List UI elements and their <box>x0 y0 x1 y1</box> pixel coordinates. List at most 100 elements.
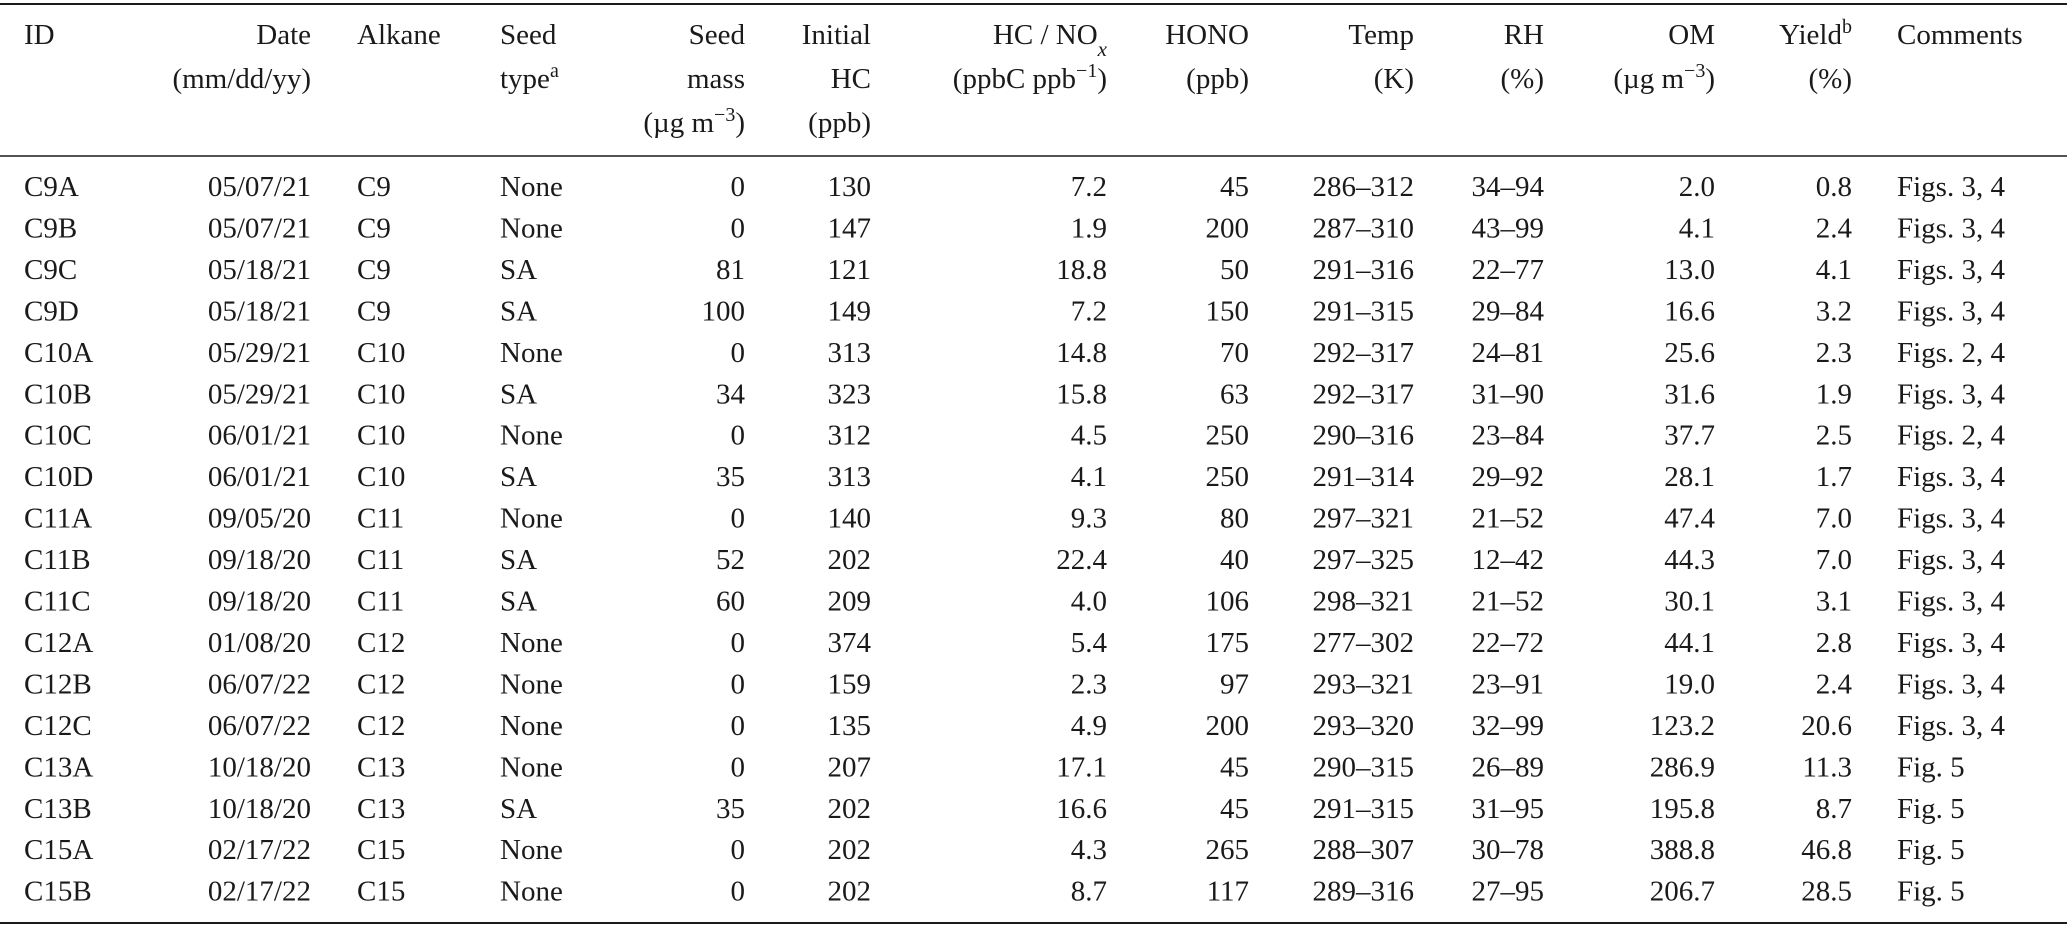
table-cell: 4.1 <box>1071 461 1107 493</box>
table-cell: Figs. 3, 4 <box>1897 171 2005 203</box>
table-cell: 0 <box>731 668 746 700</box>
table-cell: 250 <box>1206 420 1250 452</box>
table-cell: 05/07/21 <box>208 171 311 203</box>
table-cell: 0 <box>731 876 746 908</box>
table-cell: 47.4 <box>1664 503 1715 535</box>
table-cell: C9 <box>357 295 391 327</box>
header-text: Date <box>256 19 311 51</box>
table-cell: 313 <box>828 337 872 369</box>
table-cell: 150 <box>1206 295 1250 327</box>
table-cell: 374 <box>828 627 872 659</box>
header-text: HC / NO <box>993 19 1098 51</box>
table-cell: SA <box>500 254 537 286</box>
table-cell: 9.3 <box>1071 503 1107 535</box>
table-cell: C12B <box>24 668 92 700</box>
header-text: (ppb) <box>1186 63 1249 95</box>
table-cell: 388.8 <box>1650 834 1715 866</box>
table-cell: 7.0 <box>1816 503 1852 535</box>
table-cell: None <box>500 668 563 700</box>
table-cell: C9 <box>357 212 391 244</box>
table-cell: C13 <box>357 793 405 825</box>
table-cell: C15 <box>357 834 405 866</box>
table-cell: SA <box>500 586 537 618</box>
header-text: b <box>1842 16 1852 38</box>
table-cell: SA <box>500 295 537 327</box>
table-cell: Figs. 3, 4 <box>1897 378 2005 410</box>
table-cell: Figs. 3, 4 <box>1897 503 2005 535</box>
header-cell: (ppbC ppb−1) <box>953 60 1107 95</box>
header-cell: typea <box>500 60 559 95</box>
table-cell: 265 <box>1206 834 1250 866</box>
header-text: Alkane <box>357 19 441 51</box>
table-cell: C9D <box>24 295 79 327</box>
table-cell: 207 <box>828 751 872 783</box>
table-cell: 291–315 <box>1313 295 1415 327</box>
table-cell: 44.3 <box>1664 544 1715 576</box>
table-cell: 20.6 <box>1801 710 1852 742</box>
table-cell: 06/01/21 <box>208 420 311 452</box>
table-cell: 80 <box>1220 503 1249 535</box>
table-cell: 2.3 <box>1816 337 1852 369</box>
table-cell: C10D <box>24 461 93 493</box>
table-cell: 123.2 <box>1650 710 1715 742</box>
table-cell: 81 <box>716 254 745 286</box>
table-cell: 01/08/20 <box>208 627 311 659</box>
header-cell: HC <box>831 63 871 95</box>
table-cell: 3.2 <box>1816 295 1852 327</box>
table-cell: 60 <box>716 586 745 618</box>
table-cell: C11 <box>357 544 404 576</box>
header-cell: (µg m−3) <box>643 104 745 139</box>
table-cell: 16.6 <box>1664 295 1715 327</box>
table-cell: 21–52 <box>1472 503 1545 535</box>
header-cell: (ppb) <box>808 107 871 139</box>
header-text: type <box>500 63 550 95</box>
header-text: x <box>1097 37 1108 61</box>
table-cell: 45 <box>1220 793 1249 825</box>
header-text: (µg m <box>1613 63 1684 95</box>
table-cell: C10 <box>357 378 405 410</box>
table-cell: 286–312 <box>1313 171 1415 203</box>
table-cell: C11B <box>24 544 91 576</box>
header-text: −3 <box>1684 60 1705 82</box>
table-cell: 130 <box>828 171 872 203</box>
table-cell: 5.4 <box>1071 627 1108 659</box>
table-cell: None <box>500 337 563 369</box>
table-cell: C13 <box>357 751 405 783</box>
table-cell: Figs. 3, 4 <box>1897 710 2005 742</box>
table-cell: 23–91 <box>1472 668 1545 700</box>
table-cell: 30.1 <box>1664 586 1715 618</box>
header-text: ) <box>735 107 745 139</box>
header-text: RH <box>1504 19 1544 51</box>
header-text: ID <box>24 19 55 51</box>
header-text: OM <box>1668 19 1715 51</box>
table-cell: Fig. 5 <box>1897 876 1965 908</box>
table-cell: C9 <box>357 171 391 203</box>
table-cell: 19.0 <box>1664 668 1715 700</box>
table-cell: 291–315 <box>1313 793 1415 825</box>
table-cell: 02/17/22 <box>208 876 311 908</box>
table-cell: C10B <box>24 378 92 410</box>
table-cell: 100 <box>702 295 746 327</box>
table-cell: 22–77 <box>1472 254 1545 286</box>
table-cell: 2.4 <box>1816 212 1853 244</box>
table-cell: 291–314 <box>1313 461 1415 493</box>
table-cell: C11 <box>357 503 404 535</box>
table-cell: Figs. 3, 4 <box>1897 586 2005 618</box>
table-cell: 202 <box>828 793 872 825</box>
table-cell: 106 <box>1206 586 1250 618</box>
table-cell: 43–99 <box>1472 212 1545 244</box>
table-cell: 40 <box>1220 544 1249 576</box>
table-cell: 05/18/21 <box>208 295 311 327</box>
table-cell: None <box>500 627 563 659</box>
table-cell: 0.8 <box>1816 171 1852 203</box>
table-cell: 09/05/20 <box>208 503 311 535</box>
table-cell: C10 <box>357 337 405 369</box>
table-cell: 70 <box>1220 337 1249 369</box>
header-cell: Date <box>256 19 311 51</box>
table-cell: 0 <box>731 834 746 866</box>
table-cell: 27–95 <box>1472 876 1545 908</box>
table-cell: 117 <box>1207 876 1249 908</box>
header-text: Yield <box>1779 19 1842 51</box>
table-cell: 3.1 <box>1816 586 1852 618</box>
